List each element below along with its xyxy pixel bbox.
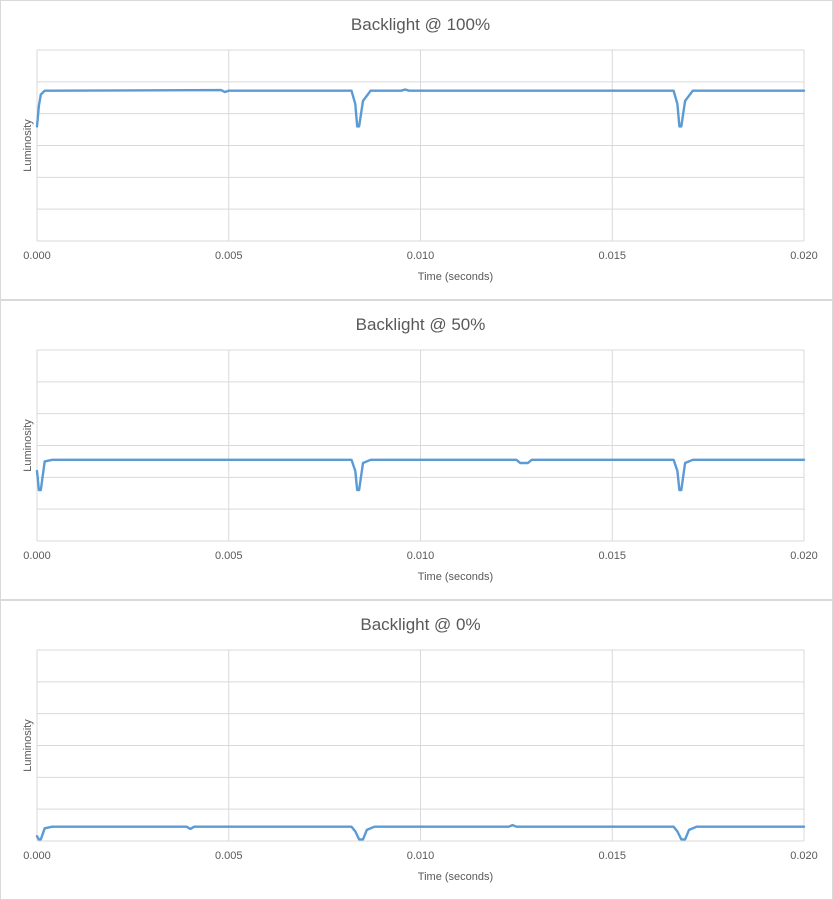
x-tick-label: 0.010	[407, 850, 435, 862]
series-line	[35, 458, 806, 492]
line-chart: Backlight @ 100% 0.000 0.005 0.010 0.015 0.02…	[22, 15, 818, 283]
x-tick-label: 0.005	[215, 250, 243, 262]
x-axis-label: Time (seconds)	[418, 271, 493, 283]
x-tick-label: 0.015	[598, 550, 626, 562]
x-tick-label: 0.015	[598, 250, 626, 262]
x-tick-label: 0.000	[23, 250, 51, 262]
x-tick-label: 0.020	[790, 850, 818, 862]
x-tick-label: 0.005	[215, 850, 243, 862]
y-axis-label: Luminosity	[22, 419, 34, 472]
chart-panel: Backlight @ 0% 0.000 0.005 0.010 0.015 0.020 T…	[0, 600, 833, 900]
x-tick-label: 0.010	[407, 250, 435, 262]
x-axis-label: Time (seconds)	[418, 871, 493, 883]
x-tick-label: 0.015	[598, 850, 626, 862]
y-axis-label: Luminosity	[22, 719, 34, 772]
chart-panel: Backlight @ 50% 0.000 0.005 0.010 0.015 0.020…	[0, 300, 833, 600]
chart-title: Backlight @ 0%	[360, 615, 480, 634]
x-tick-label: 0.020	[790, 250, 818, 262]
x-tick-label: 0.000	[23, 850, 51, 862]
x-tick-label: 0.000	[23, 550, 51, 562]
line-chart: Backlight @ 50% 0.000 0.005 0.010 0.015 0.020…	[22, 315, 818, 583]
chart-title: Backlight @ 50%	[356, 315, 486, 334]
x-axis-label: Time (seconds)	[418, 571, 493, 583]
series-line	[35, 88, 806, 128]
chart-panel: Backlight @ 100% 0.000 0.005 0.010 0.015 0.02…	[0, 0, 833, 300]
line-chart: Backlight @ 0% 0.000 0.005 0.010 0.015 0.020 T…	[22, 615, 818, 883]
x-tick-label: 0.010	[407, 550, 435, 562]
chart-title: Backlight @ 100%	[351, 15, 490, 34]
x-tick-label: 0.005	[215, 550, 243, 562]
y-axis-label: Luminosity	[22, 119, 34, 172]
x-tick-label: 0.020	[790, 550, 818, 562]
series-line	[35, 823, 806, 841]
